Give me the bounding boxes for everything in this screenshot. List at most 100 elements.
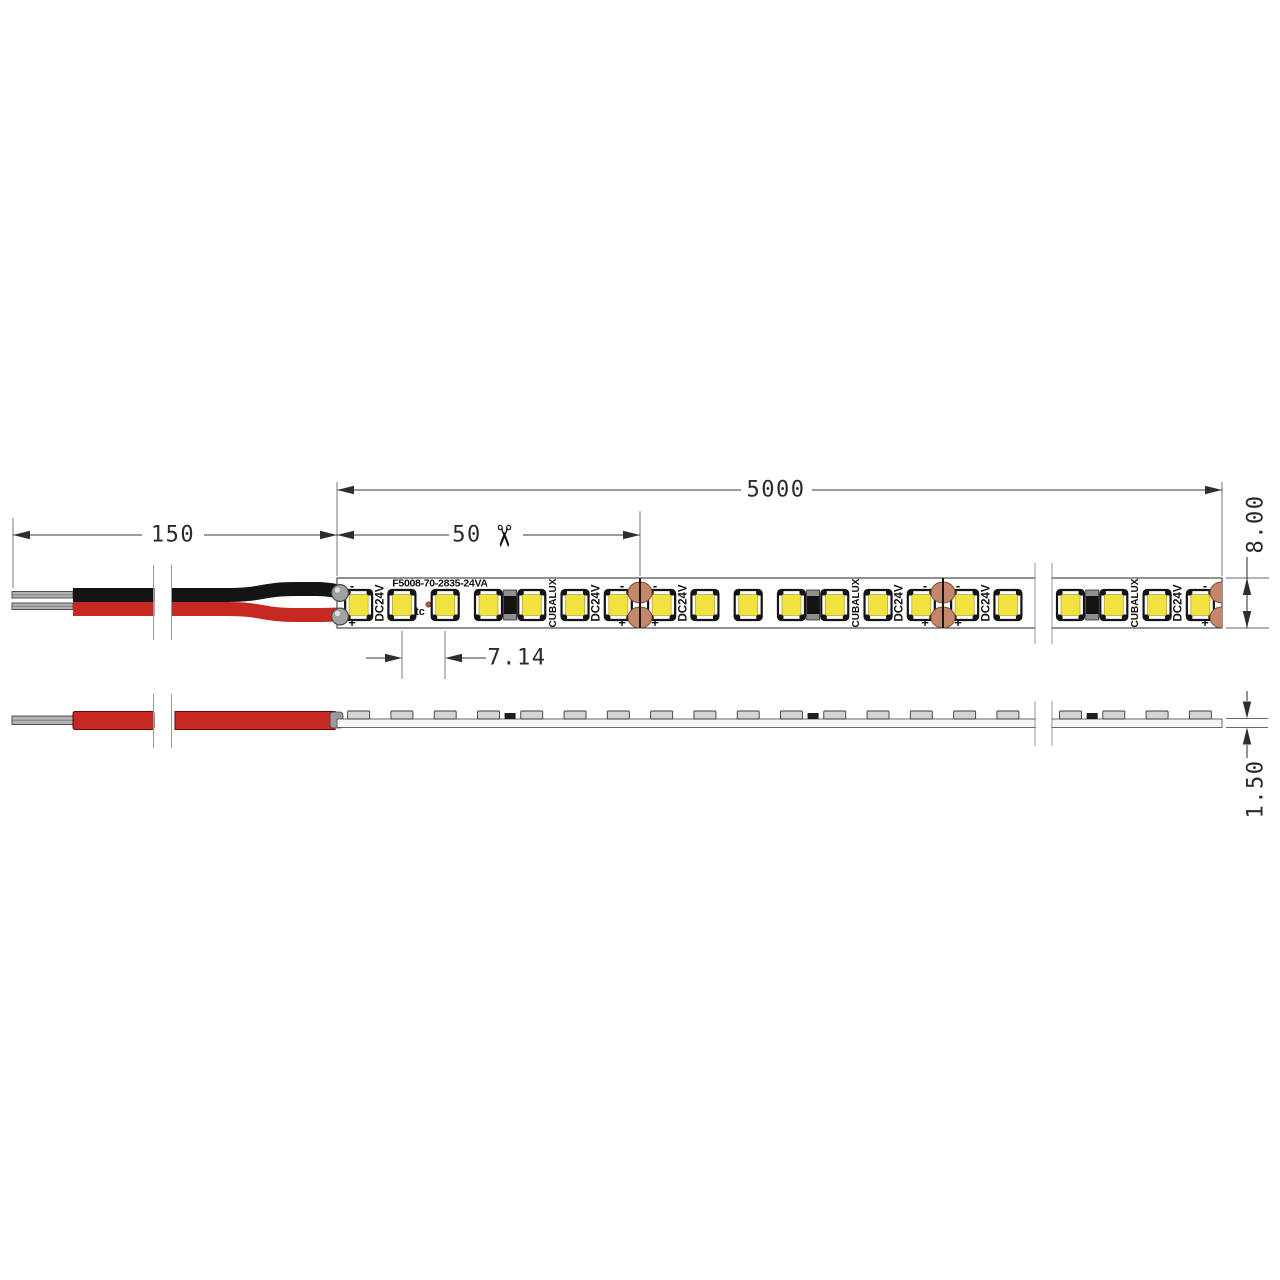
lead-wire-length-value: 150 <box>151 523 195 548</box>
led-chip <box>518 590 545 620</box>
led-emitter <box>782 595 801 616</box>
polarity-plus: + <box>921 615 929 630</box>
led-chip-side <box>1146 711 1168 719</box>
led-chip <box>388 590 415 620</box>
tc-dot <box>426 602 431 607</box>
polarity-minus: - <box>350 578 354 593</box>
wire-break-mark-side <box>154 694 172 748</box>
solder-highlight <box>335 611 340 616</box>
break-gap <box>1036 572 1051 634</box>
technical-drawing-page: F5008-70-2835-24VAtcDC24VCUBALUXDC24V-+-… <box>0 0 1280 1280</box>
resistor <box>1086 590 1099 620</box>
led-chip-side <box>954 711 976 719</box>
dim-cut-length: 50 ✂ <box>337 511 640 576</box>
led-emitter <box>739 595 758 616</box>
led-chip <box>475 590 502 620</box>
arrowhead <box>1243 611 1251 628</box>
led-chip-side <box>521 711 543 719</box>
led-chip-side <box>694 711 716 719</box>
arrowhead <box>1243 728 1251 745</box>
resistor-body <box>1086 596 1099 614</box>
side-view: 1.50 <box>12 691 1269 818</box>
led-chip-side <box>1060 711 1082 719</box>
led-emitter <box>479 595 498 616</box>
break-gap <box>155 575 172 635</box>
led-emitter <box>695 595 714 616</box>
polarity-plus: + <box>348 615 356 630</box>
led-chip <box>778 590 805 620</box>
led-emitter <box>609 595 628 616</box>
dim-led-pitch: 7.14 <box>366 631 546 679</box>
brand-text: CUBALUX <box>548 578 559 627</box>
led-chip <box>994 590 1021 620</box>
arrowhead <box>1243 702 1251 719</box>
dim-lead-wire-length: 150 <box>13 518 337 588</box>
led-chip-side <box>1103 711 1125 719</box>
arrowhead <box>445 654 462 662</box>
arrowhead <box>337 531 354 539</box>
polarity-plus: + <box>1201 615 1209 630</box>
led-chip-side <box>1189 711 1211 719</box>
led-chip-side <box>824 711 846 719</box>
led-emitter <box>566 595 585 616</box>
arrowhead <box>623 531 640 539</box>
arrowhead <box>1243 578 1251 595</box>
led-chip-side <box>910 711 932 719</box>
solder-pad <box>1210 607 1234 628</box>
led-emitter <box>1148 595 1167 616</box>
led-chip-side <box>607 711 629 719</box>
led-emitter <box>1191 595 1210 616</box>
led-emitter <box>869 595 888 616</box>
led-emitter <box>912 595 931 616</box>
resistor-side <box>808 713 819 719</box>
solder-highlight <box>335 587 340 592</box>
strip-thickness-value: 1.50 <box>1244 760 1269 819</box>
led-emitter <box>955 595 974 616</box>
led-emitter <box>652 595 671 616</box>
led-emitter <box>349 595 368 616</box>
resistor-side <box>505 713 516 719</box>
top-view: F5008-70-2835-24VAtcDC24VCUBALUXDC24V-+-… <box>12 478 1269 680</box>
led-chip <box>735 590 762 620</box>
led-chip <box>432 590 459 620</box>
led-chip-side <box>737 711 759 719</box>
led-emitter <box>1104 595 1123 616</box>
voltage-text: DC24V <box>591 584 603 621</box>
voltage-text: DC24V <box>894 584 906 621</box>
led-chip <box>562 590 589 620</box>
brand-text: CUBALUX <box>1130 578 1141 627</box>
arrowhead <box>1205 486 1222 494</box>
dim-strip-width: 8.00 <box>1226 495 1269 628</box>
wire-red-side <box>175 712 335 730</box>
led-emitter <box>436 595 455 616</box>
break-gap <box>1036 706 1051 736</box>
dim-strip-thickness: 1.50 <box>1226 691 1269 818</box>
led-emitter <box>1061 595 1080 616</box>
led-chip-side <box>477 711 499 719</box>
solder-joint <box>332 608 349 625</box>
wire-red-side <box>73 712 154 730</box>
led-emitter <box>522 595 541 616</box>
voltage-text: DC24V <box>677 584 689 621</box>
strip-width-value: 8.00 <box>1244 495 1269 554</box>
led-chip <box>1100 590 1127 620</box>
led-chip <box>1144 590 1171 620</box>
polarity-plus: + <box>618 615 626 630</box>
total-length-value: 5000 <box>747 478 806 503</box>
led-chip-side <box>348 711 370 719</box>
arrowhead <box>320 531 337 539</box>
led-chip-side <box>564 711 586 719</box>
led-emitter <box>392 595 411 616</box>
led-pitch-value: 7.14 <box>488 646 547 671</box>
resistor <box>504 590 517 620</box>
led-chip <box>1057 590 1084 620</box>
voltage-text: DC24V <box>374 584 386 621</box>
strip-break-mark <box>1035 563 1052 644</box>
strip-label: F5008-70-2835-24VA <box>392 578 488 590</box>
solder-joint <box>332 585 349 602</box>
resistor-body <box>504 596 517 614</box>
led-chip-side <box>434 711 456 719</box>
arrowhead <box>337 486 354 494</box>
led-emitter <box>825 595 844 616</box>
arrowhead <box>385 654 402 662</box>
